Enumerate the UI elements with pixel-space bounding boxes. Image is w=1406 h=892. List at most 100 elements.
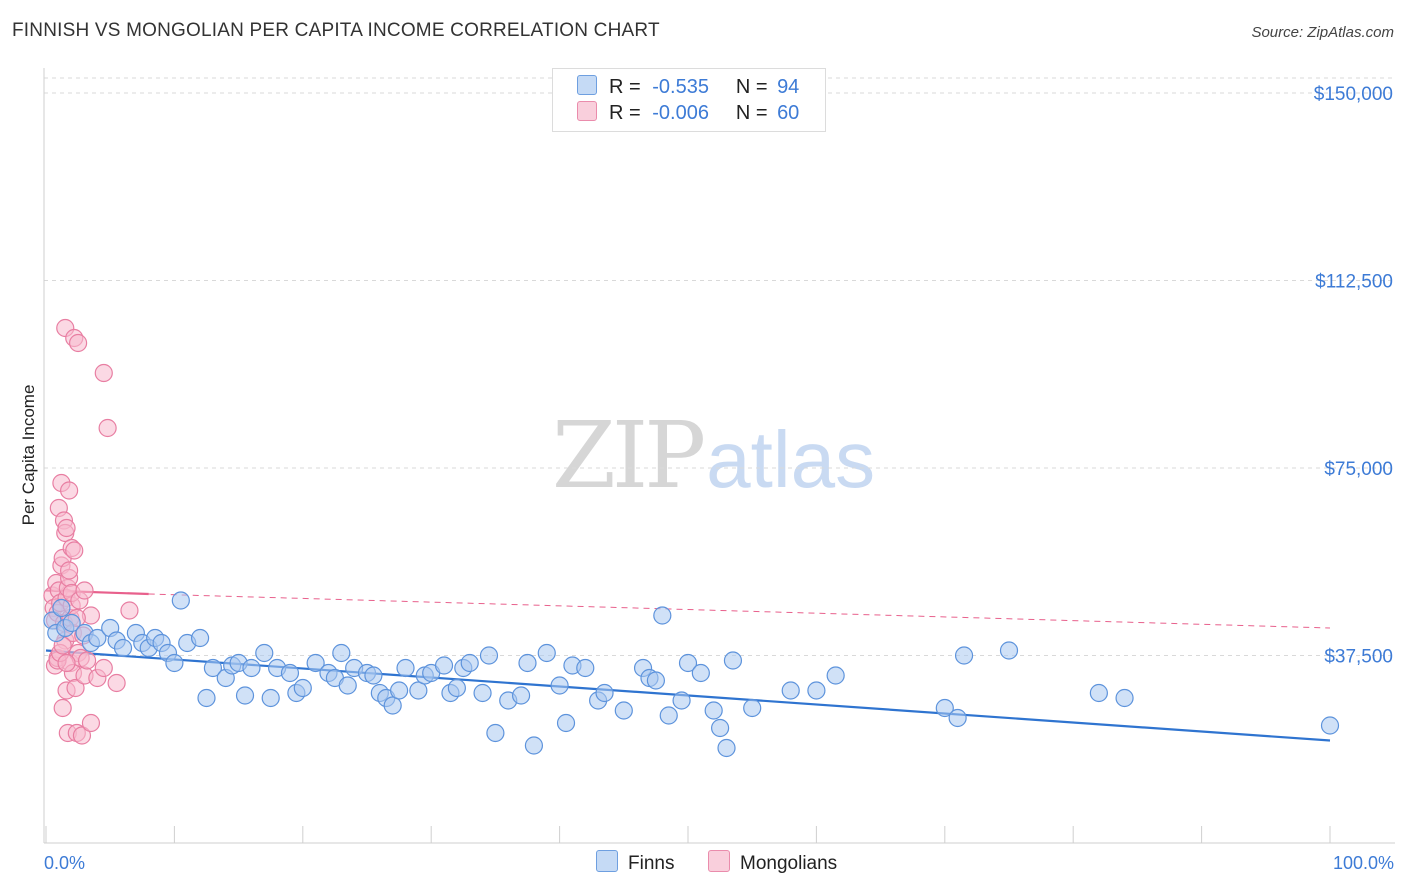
finns-point bbox=[383, 696, 402, 715]
finns-n-value: 94 bbox=[777, 76, 800, 98]
bottom-legend-finns: Finns bbox=[596, 850, 674, 875]
finns-point bbox=[62, 613, 81, 633]
finns-point bbox=[242, 658, 261, 678]
mongolians-point bbox=[77, 651, 97, 670]
finns-r-label: R = bbox=[609, 76, 641, 98]
finns-point bbox=[396, 658, 415, 678]
mongolians-point bbox=[94, 363, 113, 383]
finns-point bbox=[537, 643, 556, 663]
mongolians-point bbox=[53, 698, 72, 718]
legend-row-mongolians: R = -0.006 N = 60 bbox=[577, 101, 799, 125]
axes bbox=[43, 68, 1395, 844]
mongolians-legend-swatch bbox=[708, 850, 730, 872]
watermark-zip: ZIP bbox=[552, 402, 706, 509]
finns-point bbox=[511, 686, 531, 705]
mongolians-point bbox=[60, 481, 79, 500]
finns-point bbox=[306, 653, 325, 673]
mongolians-point bbox=[68, 333, 88, 353]
source-label: Source: ZipAtlas.com bbox=[1251, 24, 1394, 41]
finns-point bbox=[473, 683, 492, 703]
y-tick-label: $150,000 bbox=[1314, 84, 1393, 105]
finns-point bbox=[235, 686, 255, 705]
bottom-legend-mongolians: Mongolians bbox=[708, 850, 837, 875]
y-axis-label: Per Capita Income bbox=[19, 385, 38, 526]
mongolians-point bbox=[81, 713, 101, 733]
finns-point bbox=[434, 656, 454, 675]
finns-point bbox=[113, 638, 133, 658]
finns-point bbox=[935, 698, 954, 718]
mongolians-point bbox=[66, 678, 85, 698]
finns-point bbox=[255, 643, 274, 663]
mongolians-point bbox=[57, 518, 76, 538]
finns-point bbox=[190, 628, 210, 648]
mongolians-swatch bbox=[577, 101, 597, 121]
finns-point bbox=[948, 708, 967, 728]
mongolians-point bbox=[75, 581, 94, 600]
finns-point bbox=[595, 683, 614, 703]
finns-legend-label: Finns bbox=[628, 853, 675, 874]
finns-point bbox=[479, 646, 499, 665]
mongolians-point bbox=[94, 658, 113, 678]
finns-point bbox=[197, 688, 216, 708]
finns-point bbox=[409, 681, 428, 700]
finns-point bbox=[710, 718, 730, 738]
finns-point bbox=[460, 653, 479, 673]
finns-r-value: -0.535 bbox=[652, 76, 709, 98]
finns-point bbox=[203, 658, 223, 678]
mongolians-point bbox=[107, 673, 126, 693]
mongolians-r-value: -0.006 bbox=[652, 102, 709, 124]
y-tick-label: $75,000 bbox=[1324, 459, 1393, 480]
legend-row-finns: R = -0.535 N = 94 bbox=[577, 75, 799, 99]
mongolians-point bbox=[57, 653, 76, 673]
y-tick-labels: $37,500 $75,000 $112,500 $150,000 bbox=[1314, 84, 1393, 668]
mongolians-point bbox=[98, 418, 117, 438]
mongolians-legend-label: Mongolians bbox=[740, 853, 838, 874]
finns-point bbox=[165, 653, 184, 673]
finns-point bbox=[646, 671, 666, 690]
mongolians-point bbox=[72, 726, 92, 745]
finns-point bbox=[293, 678, 312, 698]
finns-point bbox=[550, 676, 569, 695]
finns-point bbox=[659, 706, 678, 725]
finns-point bbox=[524, 736, 544, 755]
finns-swatch bbox=[577, 75, 597, 95]
finns-point bbox=[999, 641, 1019, 660]
correlation-legend: R = -0.535 N = 94 R = -0.006 N = 60 bbox=[552, 68, 826, 132]
mongolians-n-value: 60 bbox=[777, 102, 800, 124]
mongolians-points bbox=[43, 318, 139, 745]
x-ticks bbox=[45, 826, 1331, 843]
finns-point bbox=[672, 691, 691, 710]
finns-point bbox=[88, 628, 107, 648]
finns-point bbox=[52, 598, 71, 618]
y-tick-label: $112,500 bbox=[1315, 272, 1393, 293]
gridlines bbox=[44, 77, 1395, 656]
finns-point bbox=[486, 723, 505, 743]
chart-title: FINNISH VS MONGOLIAN PER CAPITA INCOME C… bbox=[12, 20, 660, 41]
finns-point bbox=[171, 591, 190, 610]
mongolians-trend-line-dashed bbox=[148, 593, 1331, 629]
mongolians-point bbox=[65, 541, 84, 560]
finns-point bbox=[743, 698, 762, 718]
y-tick-label: $37,500 bbox=[1324, 647, 1393, 668]
finns-point bbox=[447, 678, 466, 698]
finns-point bbox=[781, 681, 800, 700]
mongolians-point bbox=[60, 561, 79, 580]
finns-point bbox=[576, 658, 595, 678]
finns-point bbox=[614, 701, 633, 720]
finns-point bbox=[1115, 688, 1134, 708]
finns-point bbox=[364, 666, 383, 685]
mongolians-point bbox=[120, 601, 139, 620]
finns-points bbox=[43, 591, 1340, 758]
finns-point bbox=[280, 663, 300, 683]
finns-point bbox=[261, 688, 280, 708]
x-tick-label-max: 100.0% bbox=[1333, 853, 1394, 873]
mongolians-r-label: R = bbox=[609, 102, 641, 124]
finns-point bbox=[653, 606, 672, 625]
finns-point bbox=[717, 738, 736, 758]
finns-n-label: N = bbox=[735, 76, 768, 98]
finns-point bbox=[518, 653, 537, 673]
finns-legend-swatch bbox=[596, 850, 618, 872]
watermark-atlas: atlas bbox=[706, 415, 876, 504]
watermark: ZIPatlas bbox=[552, 402, 875, 509]
